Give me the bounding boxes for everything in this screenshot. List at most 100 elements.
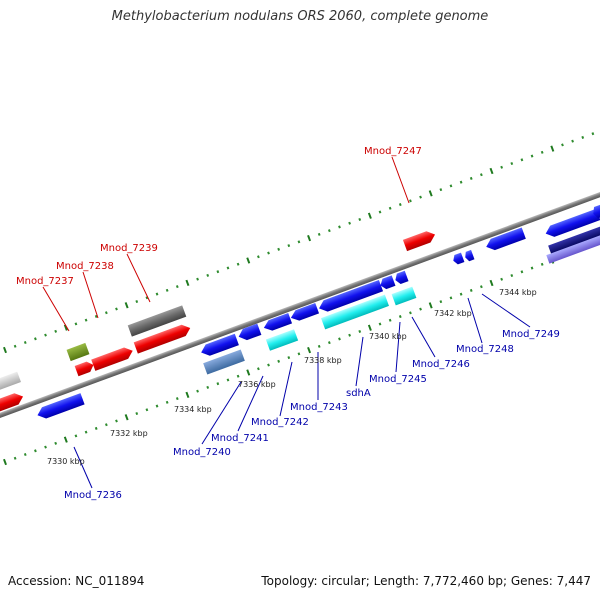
minor-tick — [530, 154, 534, 158]
minor-tick — [175, 285, 179, 289]
minor-tick — [277, 247, 281, 251]
minor-tick — [94, 314, 98, 318]
minor-tick — [54, 329, 58, 333]
minor-tick — [94, 426, 98, 430]
gene-label: Mnod_7247 — [364, 146, 422, 157]
minor-tick — [196, 277, 199, 281]
major-tick — [307, 346, 312, 354]
minor-tick — [449, 296, 453, 300]
minor-tick — [13, 456, 17, 460]
minor-tick — [591, 132, 595, 136]
minor-tick — [216, 270, 220, 274]
gene-arrow — [0, 371, 21, 393]
gene-arrow — [265, 329, 299, 351]
gene-arrow — [546, 234, 600, 264]
gene-label: Mnod_7248 — [456, 344, 514, 355]
major-tick — [124, 302, 129, 309]
minor-tick — [500, 165, 504, 169]
minor-tick — [520, 270, 524, 274]
minor-tick — [409, 199, 412, 203]
minor-tick — [277, 359, 281, 363]
minor-tick — [206, 273, 210, 277]
minor-tick — [540, 262, 544, 266]
minor-tick — [581, 135, 585, 139]
minor-tick — [257, 255, 260, 259]
gene-arrow — [465, 249, 475, 262]
gene-features — [0, 204, 600, 419]
minor-tick — [267, 363, 270, 367]
map-title: Methylobacterium nodulans ORS 2060, comp… — [111, 9, 489, 24]
major-tick — [246, 369, 251, 376]
gene-arrow — [203, 349, 245, 375]
major-tick — [3, 458, 7, 466]
minor-tick — [419, 307, 422, 311]
minor-tick — [500, 277, 504, 281]
gene-label: Mnod_7245 — [369, 374, 427, 385]
gene-arrow — [127, 305, 187, 337]
minor-tick — [135, 300, 139, 304]
major-tick — [124, 414, 129, 421]
tick-label: 7334 kbp — [174, 405, 212, 414]
minor-tick — [571, 139, 574, 143]
major-tick — [489, 167, 494, 175]
minor-tick — [439, 188, 443, 192]
minor-tick — [327, 229, 331, 233]
minor-tick — [236, 374, 240, 378]
major-tick — [428, 302, 433, 309]
minor-tick — [115, 419, 118, 423]
gene-arrow — [319, 279, 384, 312]
major-tick — [550, 145, 555, 152]
tick-label: 7338 kbp — [304, 356, 342, 365]
minor-tick — [196, 389, 199, 393]
minor-tick — [44, 333, 47, 337]
minor-tick — [398, 315, 402, 319]
minor-tick — [348, 333, 351, 337]
minor-tick — [115, 307, 118, 311]
gene-arrow — [391, 286, 417, 306]
gene-label: Mnod_7240 — [173, 447, 231, 458]
gene-arrow — [91, 347, 133, 371]
minor-tick — [398, 203, 402, 207]
gene-arrow — [290, 303, 320, 321]
minor-tick — [145, 408, 149, 412]
major-tick — [307, 234, 312, 242]
minor-tick — [510, 274, 514, 278]
minor-tick — [23, 453, 27, 457]
tick-label: 7330 kbp — [47, 457, 85, 466]
minor-tick — [226, 266, 230, 270]
minor-tick — [449, 184, 453, 188]
minor-tick — [358, 329, 362, 333]
gene-label: Mnod_7238 — [56, 261, 114, 272]
minor-tick — [327, 341, 331, 345]
gene-labels: Mnod_7237 Mnod_7238 Mnod_7239 Mnod_7247 … — [16, 146, 560, 501]
genome-backbone — [0, 185, 600, 425]
minor-tick — [297, 352, 301, 356]
minor-tick — [510, 162, 514, 166]
minor-tick — [13, 344, 17, 348]
genome-summary-text: Topology: circular; Length: 7,772,460 bp… — [261, 574, 591, 588]
minor-tick — [358, 217, 362, 221]
minor-tick — [216, 382, 220, 386]
minor-tick — [409, 311, 412, 315]
tick-label: 7342 kbp — [434, 309, 472, 318]
minor-tick — [561, 143, 564, 147]
major-tick — [367, 212, 372, 219]
minor-tick — [84, 318, 88, 322]
minor-tick — [480, 285, 483, 289]
minor-tick — [388, 206, 392, 210]
minor-tick — [480, 173, 483, 177]
minor-tick — [206, 385, 210, 389]
gene-arrow — [74, 361, 94, 377]
minor-tick — [257, 367, 260, 371]
minor-tick — [267, 251, 270, 255]
gene-arrow — [66, 342, 90, 362]
minor-tick — [165, 288, 169, 292]
minor-tick — [84, 430, 88, 434]
minor-tick — [459, 292, 463, 296]
gene-label: Mnod_7249 — [502, 329, 560, 340]
minor-tick — [175, 397, 179, 401]
minor-tick — [317, 232, 321, 236]
minor-tick — [348, 221, 351, 225]
tick-label: 7340 kbp — [369, 332, 407, 341]
minor-tick — [378, 210, 382, 214]
